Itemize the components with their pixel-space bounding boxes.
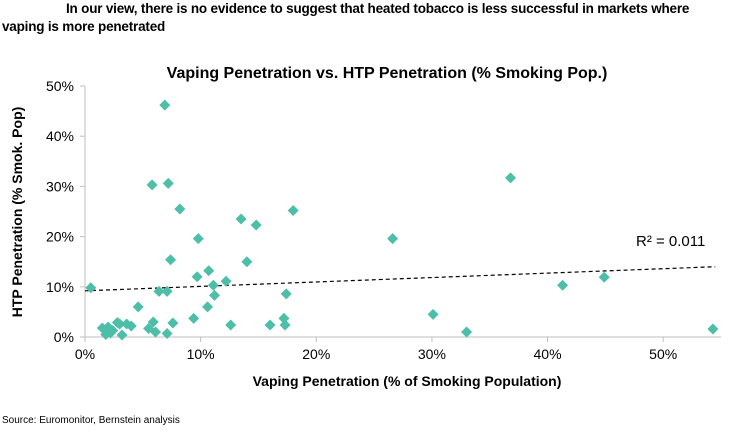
data-point	[264, 319, 276, 331]
trendline	[84, 266, 716, 292]
data-point	[116, 329, 128, 341]
y-tick-label: 40%	[46, 128, 74, 144]
data-point	[167, 317, 179, 329]
data-point	[235, 213, 247, 225]
data-point	[125, 320, 137, 332]
y-tick-label: 20%	[46, 229, 74, 245]
data-point	[114, 318, 126, 330]
headline-line-1: In our view, there is no evidence to sug…	[66, 1, 690, 16]
data-point	[209, 289, 221, 301]
data-point	[146, 179, 158, 191]
data-point	[153, 285, 165, 297]
data-point	[505, 172, 517, 184]
y-tick-label: 10%	[46, 279, 74, 295]
data-point	[707, 323, 719, 335]
data-point	[162, 177, 174, 189]
data-point	[387, 233, 399, 245]
data-point	[161, 285, 173, 297]
data-point	[161, 327, 173, 339]
headline-line-2: vaping is more penetrated	[2, 19, 166, 34]
data-point	[192, 233, 204, 245]
data-point	[188, 312, 200, 324]
axes: 0% 10% 20% 30% 40% 50% 0% 10% 20% 30% 40% 50%	[46, 78, 721, 362]
data-point	[461, 326, 473, 338]
data-point	[557, 279, 569, 291]
data-point	[250, 219, 262, 231]
x-tick-label: 20%	[302, 346, 330, 362]
data-point	[191, 271, 203, 283]
data-point	[598, 271, 610, 283]
x-tick-label: 50%	[649, 346, 677, 362]
data-point	[207, 279, 219, 291]
data-points	[85, 99, 719, 341]
data-point	[220, 275, 232, 287]
data-point	[225, 319, 237, 331]
data-point	[165, 254, 177, 266]
x-tick-label: 30%	[418, 346, 446, 362]
trendline-group	[84, 266, 716, 292]
data-point	[107, 324, 119, 336]
y-tick-label: 30%	[46, 178, 74, 194]
data-point	[287, 204, 299, 216]
x-axis-label: Vaping Penetration (% of Smoking Populat…	[253, 373, 562, 389]
headline: In our view, there is no evidence to sug…	[0, 0, 737, 36]
x-tick-label: 0%	[75, 346, 95, 362]
data-point	[280, 288, 292, 300]
data-point	[203, 265, 215, 277]
data-point	[202, 301, 214, 313]
data-point	[150, 326, 162, 338]
source-note: Source: Euromonitor, Bernstein analysis	[2, 415, 180, 426]
data-point	[241, 256, 253, 268]
data-point	[132, 301, 144, 313]
x-tick-label: 10%	[187, 346, 215, 362]
data-point	[427, 308, 439, 320]
x-tick-label: 40%	[534, 346, 562, 362]
chart-title: Vaping Penetration vs. HTP Penetration (…	[167, 65, 608, 82]
y-axis-label: HTP Penetration (% Smok. Pop)	[9, 107, 25, 318]
data-point	[174, 203, 186, 215]
data-point	[85, 282, 97, 294]
y-tick-label: 50%	[46, 78, 74, 94]
y-tick-label: 0%	[54, 329, 74, 345]
r-squared-label: R² = 0.011	[636, 233, 705, 250]
data-point	[159, 99, 171, 111]
data-point	[147, 316, 159, 328]
data-point	[279, 319, 291, 331]
